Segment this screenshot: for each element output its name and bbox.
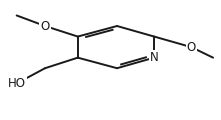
Text: HO: HO xyxy=(8,77,26,90)
Text: O: O xyxy=(40,20,50,33)
Text: O: O xyxy=(187,41,196,54)
Text: N: N xyxy=(150,51,158,64)
